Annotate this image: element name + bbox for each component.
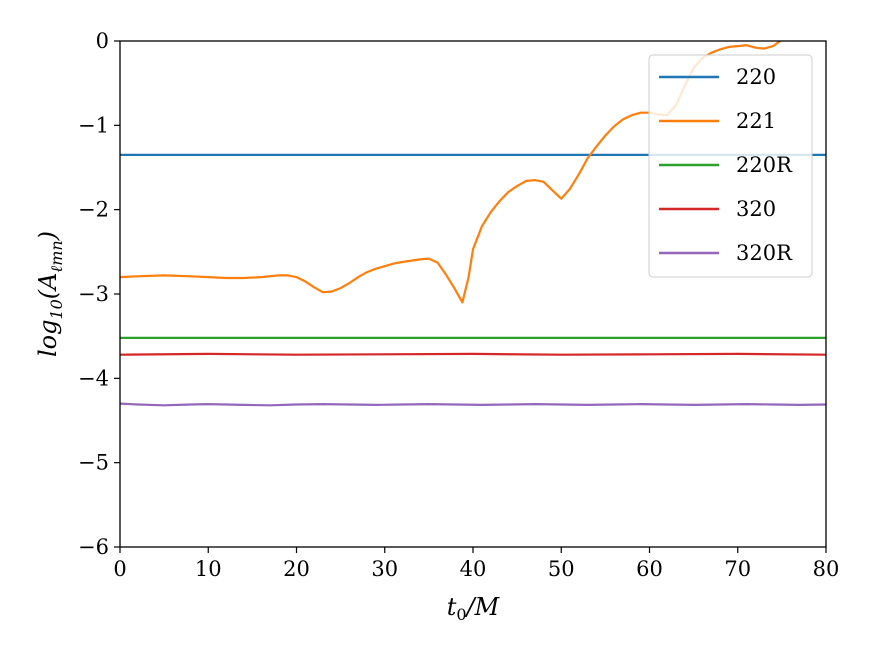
y-tick-label: −5: [78, 451, 109, 475]
series-line-320R: [120, 402, 826, 407]
y-tick-label: 0: [96, 29, 109, 53]
x-tick-label: 0: [113, 557, 126, 581]
y-axis-label-open: (: [34, 289, 62, 299]
legend-box: [648, 54, 813, 278]
legend: 220 221 220R 320 320R: [648, 54, 813, 278]
y-axis-label-logsub: 10: [47, 299, 66, 319]
legend-label-320R: 320R: [736, 241, 793, 265]
y-axis-label: log10(Aℓmn): [34, 231, 66, 357]
y-axis-label-asub: ℓmn: [47, 240, 66, 272]
y-tick-label: −2: [78, 198, 109, 222]
y-tick-label: −4: [78, 366, 109, 390]
x-axis-label-t: t: [447, 593, 457, 621]
x-tick-label: 30: [371, 557, 398, 581]
series-line-320: [120, 352, 826, 356]
x-tick-label: 70: [724, 557, 751, 581]
y-tick-label: −6: [78, 535, 109, 559]
x-tick-label: 60: [636, 557, 663, 581]
x-tick-label: 40: [460, 557, 487, 581]
legend-label-220R: 220R: [736, 153, 793, 177]
x-axis-label-sub: 0: [456, 605, 466, 624]
ticks-layer: 0 10 20 30 40 50 60 70 80 0 −1 −2 −3 −4 −5 −6: [78, 29, 839, 581]
x-axis-label-rest: /M: [465, 593, 501, 621]
legend-label-220: 220: [736, 65, 776, 89]
y-axis-label-a: A: [34, 272, 62, 291]
x-axis-label: t0/M: [447, 593, 501, 624]
y-tick-label: −1: [78, 113, 109, 137]
x-tick-label: 50: [548, 557, 575, 581]
y-axis-label-log: log: [34, 320, 62, 358]
x-tick-label: 10: [195, 557, 222, 581]
y-tick-label: −3: [78, 282, 109, 306]
legend-label-320: 320: [736, 197, 776, 221]
x-tick-label: 20: [283, 557, 310, 581]
x-tick-label: 80: [813, 557, 840, 581]
legend-label-221: 221: [736, 109, 776, 133]
y-axis-label-close: ): [34, 231, 62, 241]
